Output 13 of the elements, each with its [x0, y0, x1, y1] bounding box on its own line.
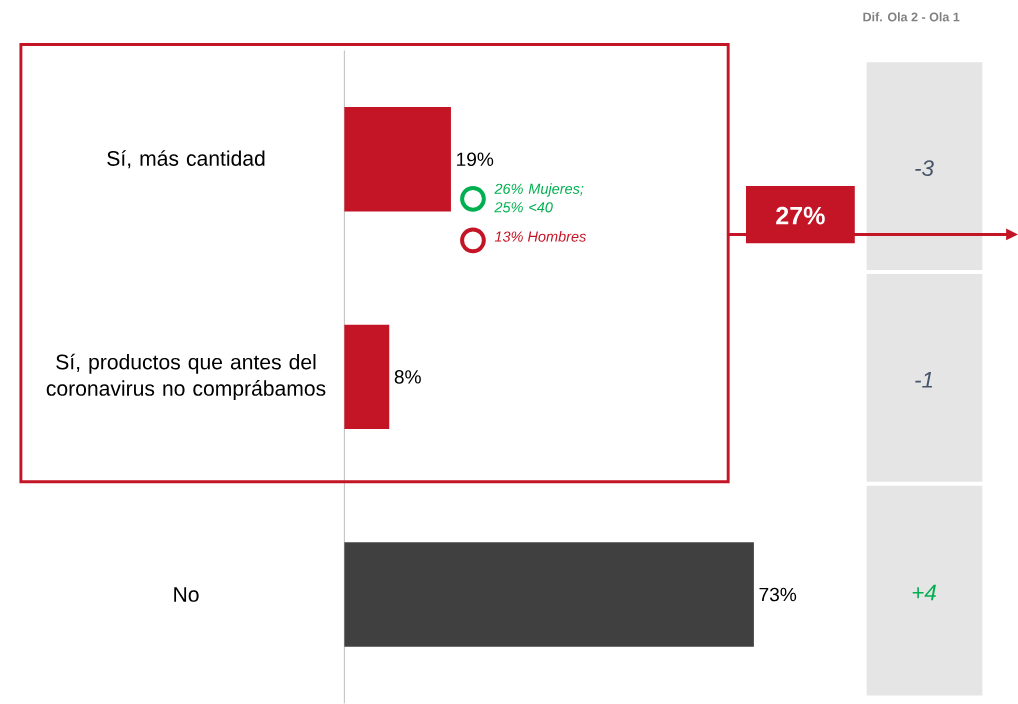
- text: -1: [915, 371, 933, 388]
- text: Dif. Ola 2 - Ola 1: [863, 12, 960, 22]
- y-tick-label: No: [174, 587, 199, 602]
- annotation: 26% Mujeres; 25% <40: [494, 183, 584, 213]
- text: +4: [912, 584, 936, 601]
- text: -3: [915, 160, 934, 176]
- y-tick-label: Sí, más cantidad: [107, 150, 265, 169]
- data-label: 73%: [759, 587, 797, 602]
- annotation: 13% Hombres: [494, 230, 587, 242]
- text: 27%: [776, 206, 825, 225]
- data-label: 8%: [394, 369, 421, 384]
- y-tick-label: Sí, productos que antes del coronavirus no comprábamos: [46, 353, 326, 400]
- data-label: 19%: [457, 152, 494, 166]
